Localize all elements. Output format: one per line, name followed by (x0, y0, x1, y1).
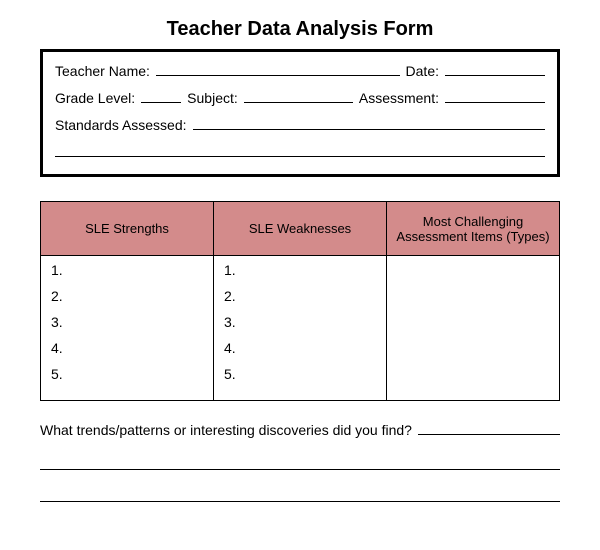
teacher-name-label: Teacher Name: (55, 63, 150, 79)
trends-field-inline[interactable] (418, 421, 560, 435)
trends-question: What trends/patterns or interesting disc… (40, 422, 412, 438)
assessment-field[interactable] (445, 89, 545, 103)
col-strengths: SLE Strengths (41, 202, 214, 256)
assessment-label: Assessment: (359, 90, 439, 106)
list-item: 2. (51, 288, 203, 304)
row-grade-subject-assessment: Grade Level: Subject: Assessment: (55, 89, 545, 106)
trends-field-line-1[interactable] (40, 456, 560, 470)
list-item: 5. (51, 366, 203, 382)
list-item: 3. (224, 314, 376, 330)
cell-challenging[interactable] (387, 256, 560, 401)
list-item: 1. (224, 262, 376, 278)
list-item: 2. (224, 288, 376, 304)
table-row: 1. 2. 3. 4. 5. 1. 2. 3. 4. 5. (41, 256, 560, 401)
subject-label: Subject: (187, 90, 238, 106)
analysis-table: SLE Strengths SLE Weaknesses Most Challe… (40, 201, 560, 401)
list-item: 1. (51, 262, 203, 278)
standards-field-2[interactable] (55, 143, 545, 157)
grade-level-label: Grade Level: (55, 90, 135, 106)
teacher-info-box: Teacher Name: Date: Grade Level: Subject… (40, 49, 560, 177)
list-item: 4. (224, 340, 376, 356)
trends-field-line-2[interactable] (40, 488, 560, 502)
list-item: 4. (51, 340, 203, 356)
cell-weaknesses[interactable]: 1. 2. 3. 4. 5. (214, 256, 387, 401)
teacher-name-field[interactable] (156, 62, 400, 76)
subject-field[interactable] (244, 89, 353, 103)
row-standards: Standards Assessed: (55, 116, 545, 133)
col-challenging: Most Challenging Assessment Items (Types… (387, 202, 560, 256)
cell-strengths[interactable]: 1. 2. 3. 4. 5. (41, 256, 214, 401)
list-item: 3. (51, 314, 203, 330)
table-header-row: SLE Strengths SLE Weaknesses Most Challe… (41, 202, 560, 256)
grade-level-field[interactable] (141, 89, 181, 103)
col-weaknesses: SLE Weaknesses (214, 202, 387, 256)
date-field[interactable] (445, 62, 545, 76)
row-teacher-date: Teacher Name: Date: (55, 62, 545, 79)
form-title: Teacher Data Analysis Form (40, 18, 560, 41)
standards-label: Standards Assessed: (55, 117, 187, 133)
trends-section: What trends/patterns or interesting disc… (40, 421, 560, 502)
standards-field-1[interactable] (193, 116, 545, 130)
row-standards-cont (55, 143, 545, 160)
list-item: 5. (224, 366, 376, 382)
date-label: Date: (406, 63, 439, 79)
